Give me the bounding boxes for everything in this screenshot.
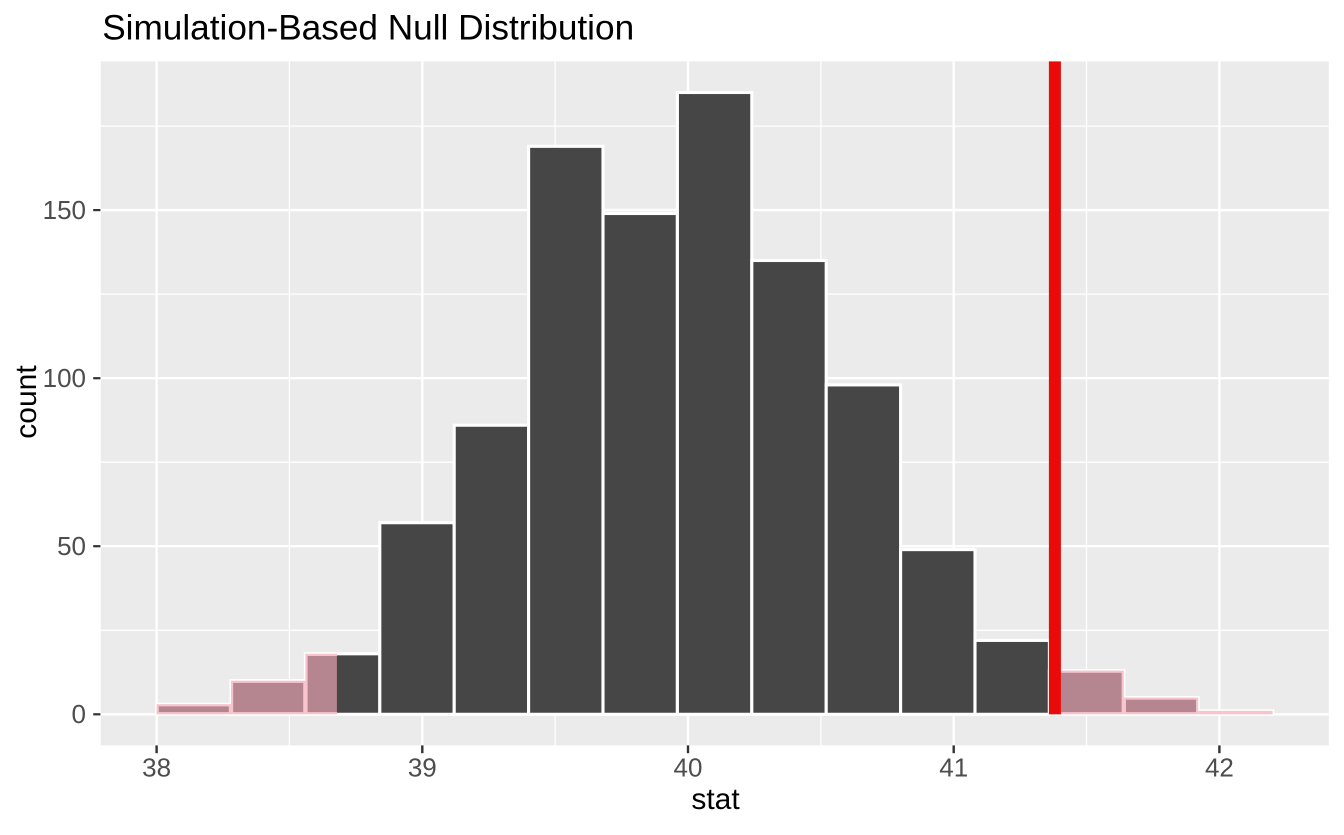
svg-text:Simulation-Based Null Distribu: Simulation-Based Null Distribution (102, 9, 634, 48)
svg-text:150: 150 (43, 195, 86, 225)
svg-text:50: 50 (57, 531, 86, 561)
svg-text:40: 40 (674, 753, 703, 783)
svg-text:42: 42 (1205, 753, 1234, 783)
svg-text:count: count (10, 365, 43, 439)
svg-text:stat: stat (691, 783, 740, 816)
svg-text:38: 38 (142, 753, 171, 783)
svg-text:100: 100 (43, 363, 86, 393)
svg-text:39: 39 (408, 753, 437, 783)
svg-text:41: 41 (939, 753, 968, 783)
svg-text:0: 0 (72, 699, 86, 729)
